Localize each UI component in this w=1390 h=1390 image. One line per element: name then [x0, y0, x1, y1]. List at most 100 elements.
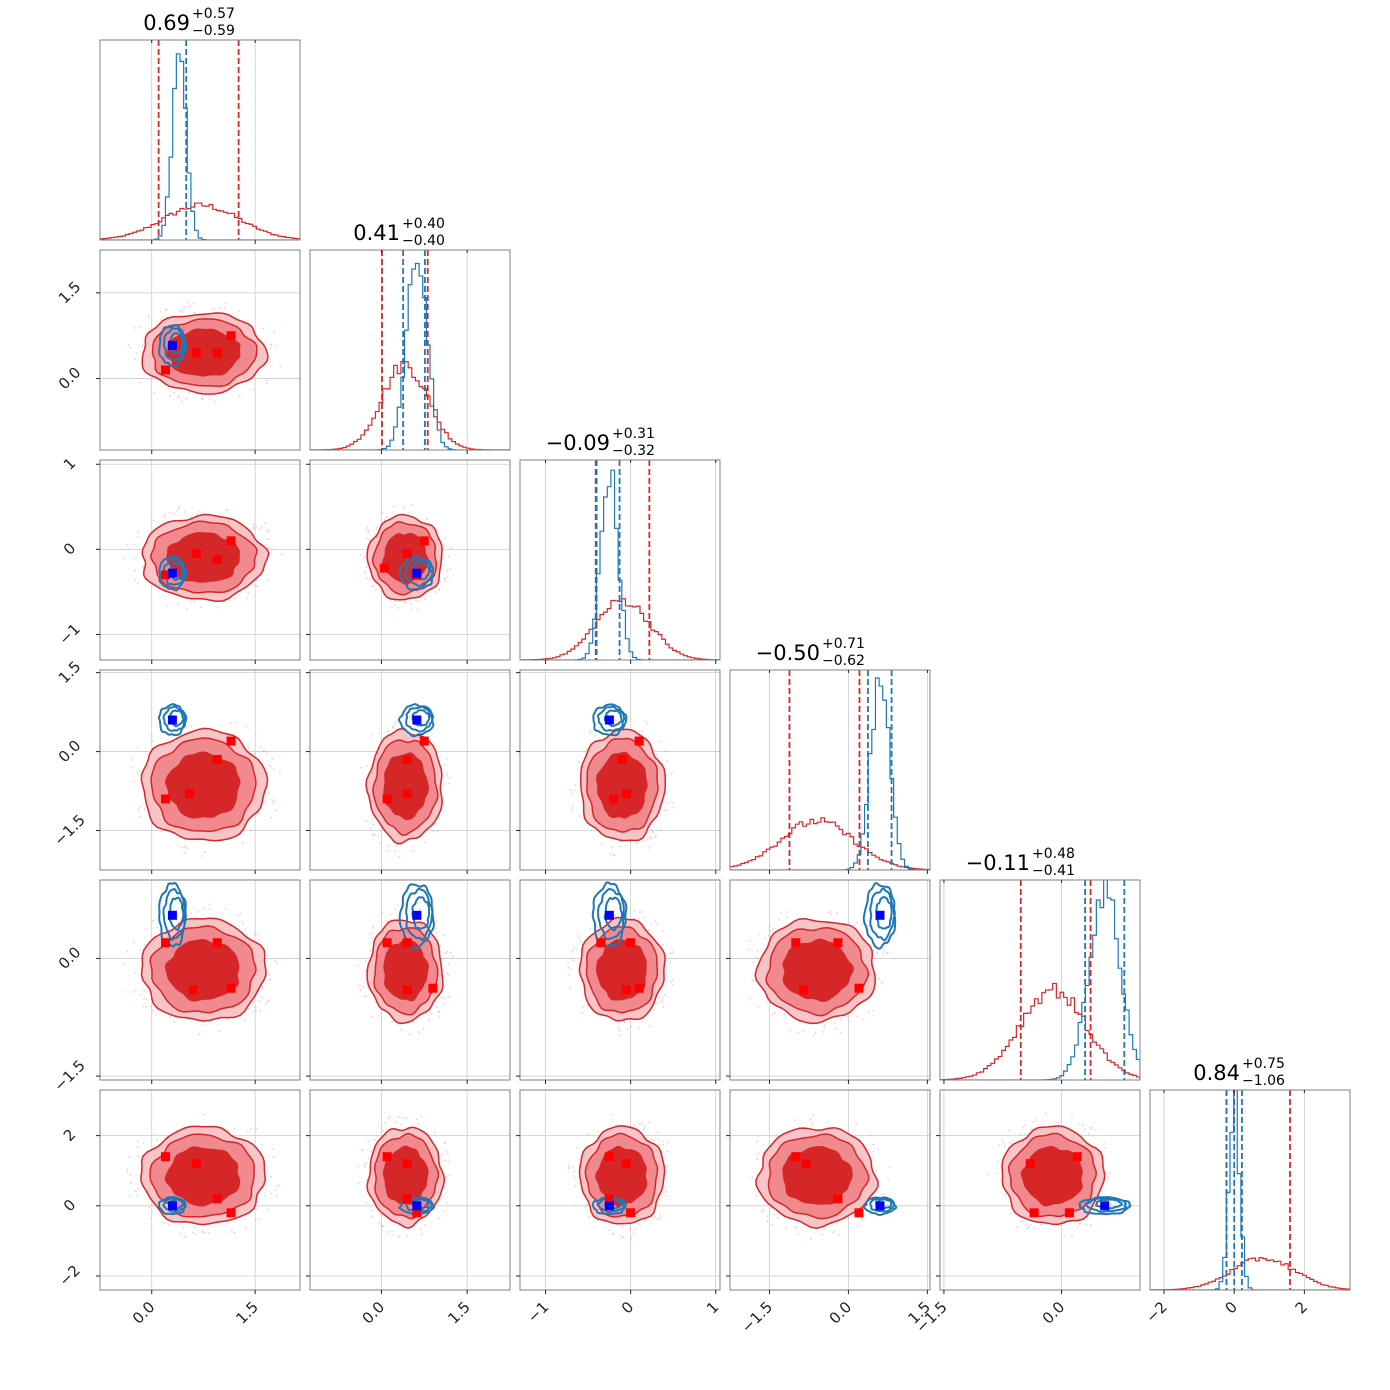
sample-point: [853, 924, 856, 927]
sample-point: [267, 578, 269, 581]
sample-point: [443, 1160, 446, 1162]
sample-point: [369, 950, 372, 953]
y-tick-label: 0.0: [55, 736, 85, 766]
sample-point: [189, 305, 192, 307]
marker-a: [226, 1208, 236, 1218]
marker-a: [833, 938, 843, 948]
sample-point: [442, 1003, 445, 1005]
sample-point: [169, 511, 172, 514]
sample-point: [264, 522, 267, 525]
panel-frame: [99, 39, 301, 241]
sample-point: [578, 761, 581, 764]
sample-point: [664, 750, 667, 753]
marker-a: [226, 983, 236, 993]
sample-point: [269, 344, 272, 346]
sample-point: [861, 1218, 864, 1221]
sample-point: [143, 804, 145, 807]
sample-point: [142, 1142, 145, 1145]
sample-point: [397, 606, 400, 609]
param-title-minus: −0.41: [1032, 863, 1075, 879]
panel-5-3: −1.5 0.0 1.5: [726, 1089, 934, 1337]
sample-point: [276, 1184, 278, 1187]
panel-1-0: 0.0 1.5: [55, 249, 301, 454]
contour-a-inner: [595, 1146, 648, 1207]
marker-a: [382, 1152, 392, 1162]
marker-a: [428, 983, 438, 993]
sample-point: [876, 951, 879, 954]
sample-point: [238, 395, 241, 397]
panel-5-1: 0.0 1.5: [306, 1089, 511, 1328]
histogram-b: [1150, 1090, 1350, 1290]
sample-point: [665, 774, 668, 777]
sample-point: [1002, 1141, 1005, 1144]
sample-point: [204, 850, 206, 853]
param-title-minus: −1.06: [1242, 1073, 1285, 1089]
sample-point: [134, 1190, 137, 1193]
sample-point: [573, 1175, 576, 1177]
sample-point: [148, 1207, 150, 1209]
panel-frame: [519, 879, 721, 1081]
sample-point: [435, 927, 438, 929]
x-tick-label: −1.5: [738, 1298, 776, 1336]
sample-point: [641, 730, 644, 733]
sample-point: [365, 994, 368, 997]
sample-point: [757, 1152, 760, 1155]
sample-point: [751, 978, 753, 981]
sample-point: [569, 987, 572, 989]
sample-point: [137, 535, 140, 538]
sample-point: [751, 1175, 754, 1178]
sample-point: [571, 957, 574, 960]
sample-point: [789, 1029, 792, 1032]
sample-point: [424, 841, 427, 844]
sample-point: [263, 1194, 266, 1197]
sample-point: [637, 917, 640, 920]
sample-point: [269, 358, 272, 361]
sample-point: [651, 831, 654, 833]
sample-point: [254, 1218, 257, 1221]
sample-point: [127, 990, 129, 993]
sample-point: [159, 310, 162, 313]
sample-point: [615, 1123, 617, 1126]
panel-frame: [99, 1089, 301, 1291]
sample-point: [139, 381, 142, 384]
sample-point: [442, 577, 445, 580]
sample-point: [451, 955, 454, 958]
sample-point: [657, 1138, 660, 1141]
sample-point: [652, 1008, 655, 1011]
sample-point: [201, 1230, 204, 1232]
sample-point: [265, 379, 268, 382]
sample-point: [802, 1030, 804, 1033]
sample-point: [394, 723, 396, 726]
sample-point: [392, 727, 394, 729]
marker-a: [402, 1194, 412, 1204]
sample-point: [661, 1152, 664, 1155]
sample-point: [797, 1032, 800, 1034]
panel-5-5: −2 0 2 0.84 +0.75−1.06: [1142, 1056, 1351, 1326]
sample-point: [258, 939, 261, 942]
sample-point: [610, 846, 613, 848]
sample-point: [247, 592, 250, 594]
marker-a: [419, 736, 429, 746]
sample-point: [183, 845, 186, 848]
sample-point: [268, 792, 270, 795]
sample-point: [662, 1140, 665, 1143]
marker-a: [854, 1208, 864, 1218]
panel-2-2: −0.09 +0.31−0.32: [519, 426, 721, 664]
sample-point: [793, 1119, 796, 1121]
sample-point: [367, 1157, 370, 1159]
sample-point: [747, 948, 750, 951]
sample-point: [400, 1029, 403, 1031]
sample-point: [132, 758, 134, 761]
sample-point: [160, 830, 163, 833]
sample-point: [671, 979, 674, 981]
sample-point: [134, 569, 137, 572]
sample-point: [273, 331, 276, 334]
sample-point: [278, 1184, 281, 1187]
panel-area: [730, 880, 930, 1080]
sample-point: [274, 345, 277, 347]
sample-point: [235, 721, 238, 724]
sample-point: [1104, 1147, 1107, 1149]
y-tick-label: 0.0: [55, 943, 85, 973]
sample-point: [1081, 1124, 1084, 1127]
sample-point: [406, 1235, 409, 1237]
